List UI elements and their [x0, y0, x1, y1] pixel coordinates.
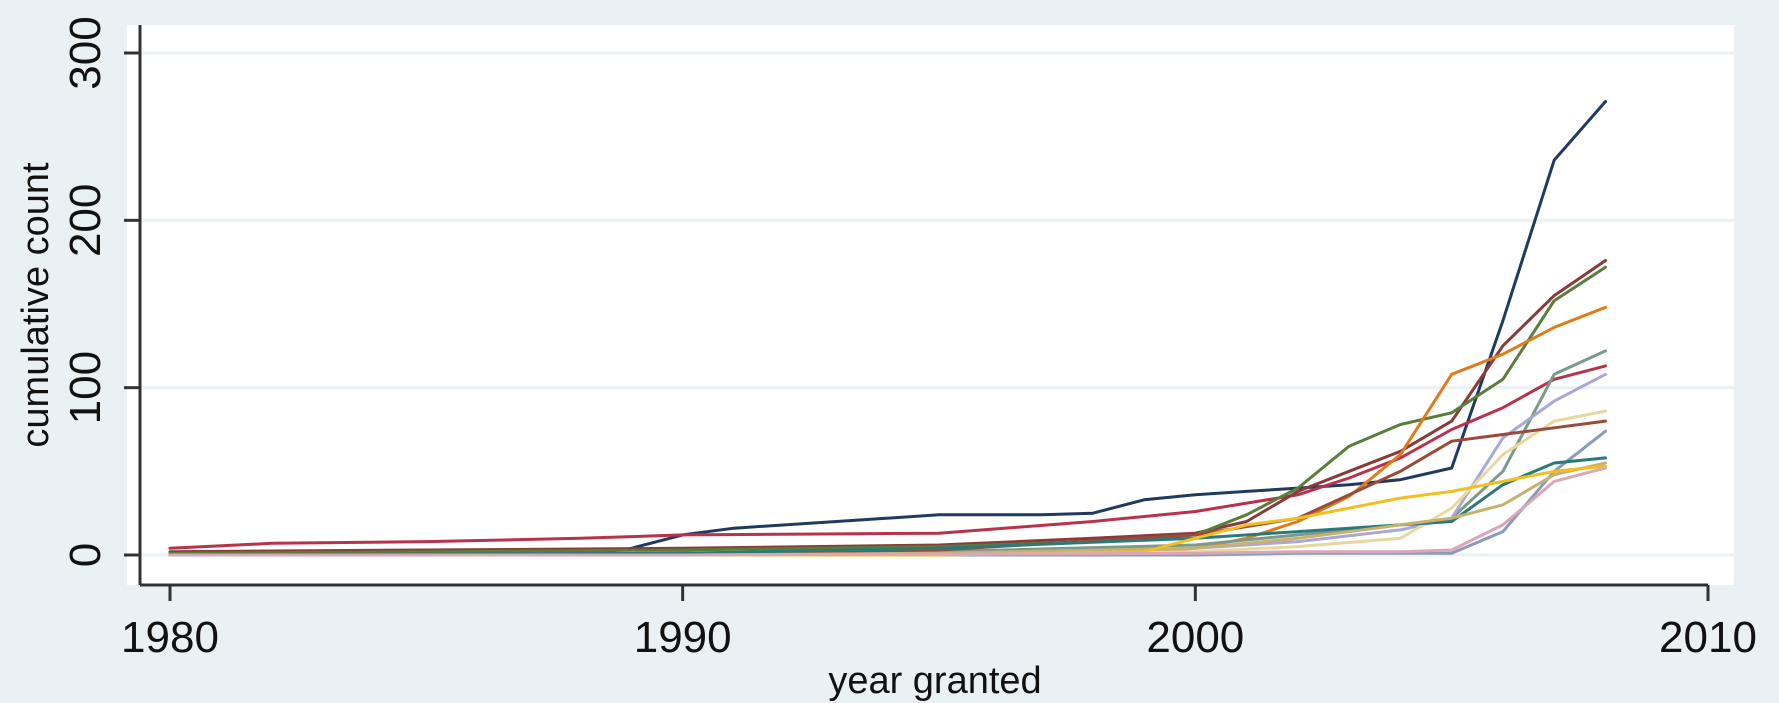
y-tick-label: 100 — [61, 351, 110, 424]
x-tick-label: 2010 — [1659, 613, 1757, 662]
series-line-2 — [168, 364, 1607, 550]
plot-area — [127, 25, 1734, 585]
y-tick-label: 200 — [61, 184, 110, 257]
x-ticks: 1980 1990 2000 2010 — [121, 585, 1757, 662]
y-tick-label: 0 — [61, 543, 110, 567]
series-line-11 — [168, 456, 1607, 557]
series-lines — [168, 100, 1607, 557]
x-tick-label: 1980 — [121, 613, 219, 662]
y-axis-title: cumulative count — [15, 162, 57, 448]
series-line-14 — [168, 466, 1607, 557]
axes — [138, 25, 1708, 587]
y-ticks: 0 100 200 300 — [61, 16, 140, 567]
x-tick-label: 1990 — [634, 613, 732, 662]
y-tick-label: 300 — [61, 16, 110, 89]
series-line-4 — [168, 265, 1607, 555]
x-axis-title: year granted — [828, 660, 1041, 702]
x-tick-label: 2000 — [1146, 613, 1244, 662]
